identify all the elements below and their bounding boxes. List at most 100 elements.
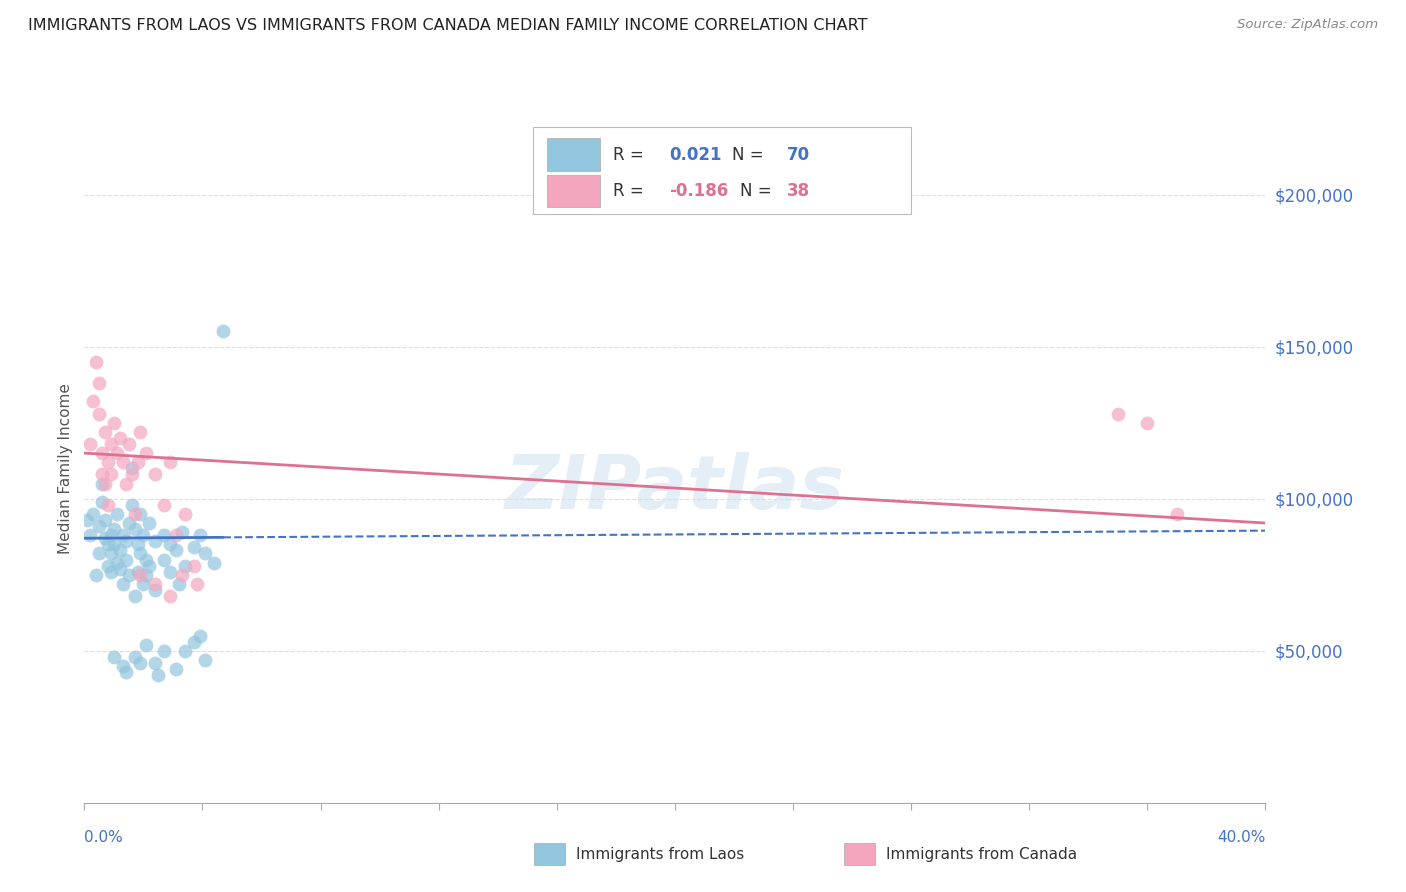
Point (97, 455, 120, 469)
Text: Source: ZipAtlas.com: Source: ZipAtlas.com (1237, 18, 1378, 31)
Point (202, 556, 225, 570)
Point (118, 567, 141, 582)
Text: -0.186: -0.186 (669, 182, 728, 201)
Point (100, 467, 122, 482)
Point (170, 525, 193, 540)
Point (138, 516, 160, 530)
Point (124, 507, 146, 521)
Point (132, 528, 155, 542)
Point (159, 589, 181, 603)
Point (121, 467, 143, 482)
Text: 70: 70 (787, 145, 810, 163)
Point (129, 507, 152, 521)
Point (87, 519, 111, 533)
Point (129, 425, 152, 439)
Point (124, 649, 146, 664)
Point (143, 656, 166, 670)
Point (1136, 416, 1159, 430)
Point (87, 376, 111, 391)
Point (97, 558, 120, 573)
Point (153, 644, 176, 658)
Point (167, 577, 190, 591)
Point (153, 498, 176, 512)
Point (79, 528, 101, 542)
Point (135, 638, 157, 652)
Point (173, 507, 195, 521)
Text: N =: N = (731, 145, 769, 163)
Point (103, 522, 125, 536)
Point (159, 455, 181, 469)
Point (94, 425, 117, 439)
Point (108, 543, 131, 558)
Point (118, 437, 141, 451)
Point (111, 455, 134, 469)
Point (82, 507, 104, 521)
Point (114, 476, 136, 491)
Point (114, 534, 136, 549)
Point (94, 476, 117, 491)
Point (84, 355, 107, 369)
Point (97, 498, 120, 512)
Text: R =: R = (613, 145, 650, 163)
Point (127, 455, 149, 469)
Point (165, 528, 187, 542)
Point (159, 537, 181, 551)
Point (124, 522, 146, 536)
Point (165, 543, 187, 558)
Point (94, 513, 117, 527)
Point (143, 582, 166, 597)
Text: Immigrants from Canada: Immigrants from Canada (886, 847, 1077, 862)
Point (148, 668, 170, 682)
Point (108, 562, 131, 576)
Point (1166, 507, 1188, 521)
Point (143, 534, 166, 549)
Point (100, 437, 122, 451)
Point (194, 653, 217, 667)
Point (100, 565, 122, 579)
Point (87, 407, 111, 421)
Point (103, 649, 125, 664)
Point (138, 558, 160, 573)
Point (114, 665, 136, 679)
Point (194, 546, 217, 560)
Point (135, 446, 157, 460)
Point (118, 516, 141, 530)
Point (91, 494, 114, 508)
Point (129, 567, 152, 582)
Point (135, 567, 157, 582)
Point (87, 546, 111, 560)
Point (82, 394, 104, 409)
Point (153, 552, 176, 566)
Point (127, 565, 149, 579)
Point (188, 628, 211, 642)
Point (103, 537, 125, 551)
Point (97, 537, 120, 551)
Point (212, 325, 235, 339)
Point (79, 437, 101, 451)
Point (121, 498, 143, 512)
Text: N =: N = (740, 182, 776, 201)
Point (111, 528, 134, 542)
Text: ZIPatlas: ZIPatlas (505, 452, 845, 524)
Point (91, 476, 114, 491)
Point (129, 546, 152, 560)
Point (105, 507, 128, 521)
Point (183, 558, 205, 573)
Point (129, 656, 152, 670)
Y-axis label: Median Family Income: Median Family Income (58, 383, 73, 554)
Point (121, 461, 143, 475)
Point (105, 556, 128, 570)
Point (170, 567, 193, 582)
Point (188, 528, 211, 542)
Text: R =: R = (613, 182, 650, 201)
Point (76, 513, 98, 527)
Point (186, 577, 208, 591)
Text: 40.0%: 40.0% (1218, 830, 1265, 845)
Text: IMMIGRANTS FROM LAOS VS IMMIGRANTS FROM CANADA MEDIAN FAMILY INCOME CORRELATION : IMMIGRANTS FROM LAOS VS IMMIGRANTS FROM … (28, 18, 868, 33)
Bar (547, 175, 600, 208)
Point (135, 552, 157, 566)
Text: Immigrants from Laos: Immigrants from Laos (576, 847, 745, 862)
Point (94, 531, 117, 545)
Point (132, 577, 155, 591)
Bar (547, 138, 600, 170)
